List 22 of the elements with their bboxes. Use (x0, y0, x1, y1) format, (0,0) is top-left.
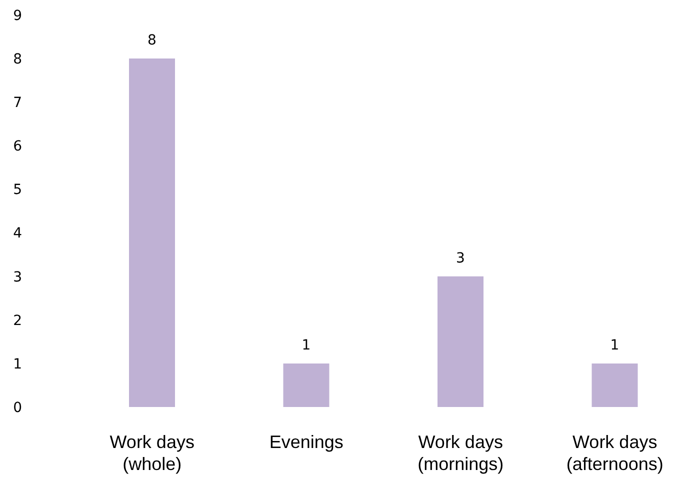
y-tick-label: 3 (13, 269, 22, 286)
data-label: 1 (302, 337, 311, 354)
y-tick-label: 2 (13, 312, 22, 329)
x-tick-label: Evenings (269, 432, 344, 452)
y-tick-label: 0 (13, 400, 22, 416)
x-tick-label: Work days (afternoons) (566, 432, 664, 474)
bar (283, 363, 330, 407)
bar (129, 58, 175, 407)
y-tick-label: 6 (13, 138, 22, 155)
bar (438, 276, 484, 407)
x-tick-label: Work days (whole) (110, 432, 194, 474)
bar (592, 363, 638, 407)
y-tick-label: 4 (13, 226, 22, 242)
data-label: 8 (148, 32, 156, 49)
data-label: 3 (456, 250, 465, 266)
y-tick-label: 1 (13, 356, 22, 372)
y-tick-label: 7 (13, 95, 22, 112)
y-tick-label: 9 (13, 8, 22, 24)
data-label: 1 (610, 337, 620, 354)
y-tick-label: 5 (13, 182, 22, 198)
x-tick-label: Work days (mornings) (418, 432, 504, 474)
y-tick-label: 8 (13, 52, 22, 68)
